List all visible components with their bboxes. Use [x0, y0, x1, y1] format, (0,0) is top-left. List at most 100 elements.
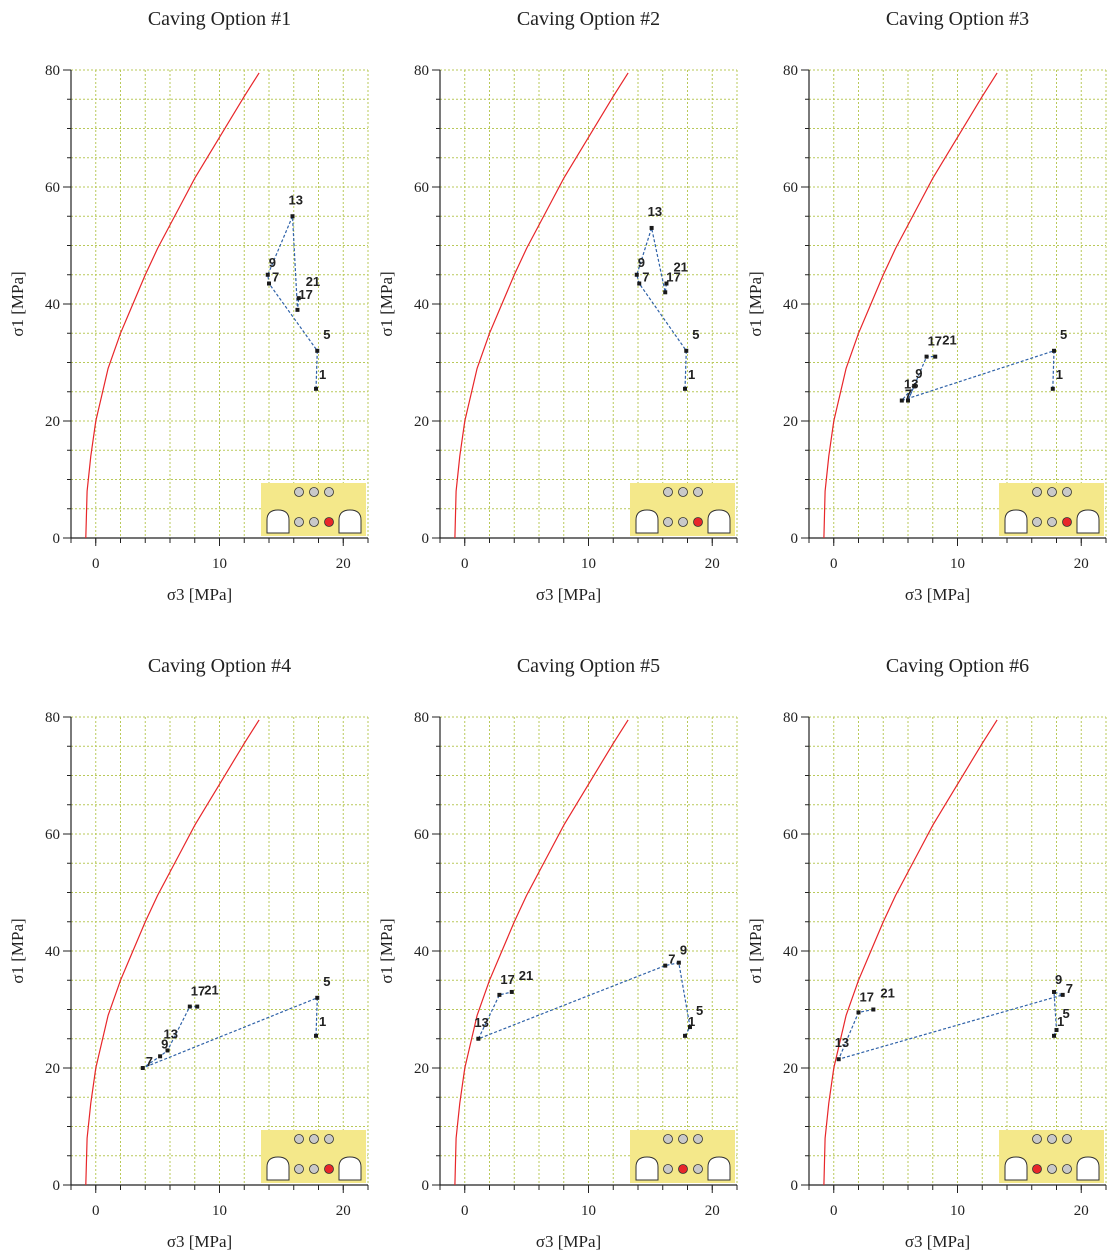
chart-panel-2: Caving Option #2 0 20 40 60 80 0 10 20 σ3 [MPa] σ1… — [377, 8, 738, 604]
x-tick-label: 20 — [705, 1203, 720, 1219]
inset-tunnel-left — [1004, 1156, 1028, 1181]
inset-highlight-circle — [693, 517, 703, 527]
data-label-13: 13 — [164, 1026, 178, 1041]
data-point-9 — [158, 1054, 163, 1059]
chart-title: Caving Option #6 — [886, 655, 1029, 677]
y-tick-label: 0 — [791, 1178, 799, 1194]
data-label-21: 21 — [880, 986, 894, 1001]
data-point-9 — [1052, 989, 1057, 994]
inset-top-circle — [693, 487, 703, 497]
y-axis-label: σ1 [MPa] — [377, 918, 396, 983]
data-label-1: 1 — [688, 367, 695, 382]
y-tick-label: 60 — [45, 180, 60, 196]
y-tick-label: 40 — [45, 944, 60, 960]
x-axis-label: σ3 [MPa] — [536, 585, 601, 604]
data-label-1: 1 — [319, 1014, 326, 1029]
x-tick-label: 20 — [705, 556, 720, 572]
grid — [808, 69, 1107, 539]
y-tick-label: 40 — [414, 297, 429, 313]
x-tick-label: 10 — [581, 1203, 596, 1219]
data-label-21: 21 — [942, 333, 956, 348]
data-point-13 — [476, 1036, 481, 1041]
inset-bottom-circle — [294, 517, 304, 527]
x-axis-label: σ3 [MPa] — [536, 1232, 601, 1251]
y-axis-label: σ1 [MPa] — [746, 271, 765, 336]
y-axis-label: σ1 [MPa] — [8, 271, 27, 336]
inset-diagram — [999, 1130, 1104, 1183]
data-point-9 — [676, 960, 681, 965]
data-point-1 — [1052, 1033, 1057, 1038]
data-label-5: 5 — [692, 327, 699, 342]
data-label-13: 13 — [289, 192, 303, 207]
data-point-13 — [165, 1048, 170, 1053]
data-label-5: 5 — [323, 327, 330, 342]
grid — [439, 716, 738, 1186]
x-tick-label: 20 — [336, 1203, 351, 1219]
inset-top-circle — [1062, 487, 1072, 497]
inset-bottom-circle — [1047, 517, 1057, 527]
data-label-1: 1 — [319, 367, 326, 382]
data-label-17: 17 — [191, 984, 205, 999]
y-tick-label: 60 — [783, 180, 798, 196]
data-label-13: 13 — [474, 1015, 488, 1030]
chart-title: Caving Option #2 — [517, 8, 660, 30]
inset-bottom-circle — [663, 517, 673, 527]
inset-top-circle — [294, 487, 304, 497]
inset-top-circle — [678, 1134, 688, 1144]
y-axis-label: σ1 [MPa] — [8, 918, 27, 983]
data-label-21: 21 — [204, 983, 218, 998]
y-axis-label: σ1 [MPa] — [746, 918, 765, 983]
data-point-7 — [267, 281, 271, 286]
inset-diagram — [630, 483, 735, 536]
inset-diagram — [261, 483, 366, 536]
inset-bottom-circle — [309, 1164, 319, 1174]
data-point-7 — [140, 1066, 145, 1070]
data-point-1 — [314, 1033, 319, 1038]
chart-panel-4: Caving Option #4 0 20 40 60 80 0 10 20 σ3 [MPa] σ1… — [8, 655, 369, 1251]
data-label-7: 7 — [642, 270, 649, 285]
data-label-9: 9 — [1055, 972, 1062, 987]
data-label-21: 21 — [306, 274, 320, 289]
x-tick-label: 0 — [92, 556, 100, 572]
grid — [808, 716, 1107, 1186]
x-tick-label: 10 — [212, 1203, 227, 1219]
y-tick-label: 0 — [53, 531, 61, 547]
chart-title: Caving Option #4 — [148, 655, 291, 677]
failure-envelope-line — [823, 719, 998, 1186]
data-label-7: 7 — [272, 270, 279, 285]
inset-bottom-circle — [678, 517, 688, 527]
inset-bottom-circle — [693, 1164, 703, 1174]
data-point-1 — [683, 1033, 688, 1038]
data-label-5: 5 — [696, 1003, 703, 1018]
data-point-7 — [663, 963, 668, 968]
data-label-7: 7 — [146, 1054, 153, 1069]
inset-tunnel-right — [707, 509, 731, 534]
data-label-17: 17 — [500, 972, 514, 987]
y-tick-label: 80 — [414, 63, 429, 79]
data-point-5 — [1054, 1027, 1059, 1032]
inset-top-circle — [324, 487, 334, 497]
chart-panel-3: Caving Option #3 0 20 40 60 80 0 10 20 σ3 [MPa] σ1… — [746, 8, 1107, 604]
failure-envelope-line — [454, 719, 629, 1186]
chart-panel-5: Caving Option #5 0 20 40 60 80 0 10 20 σ3 [MPa] σ1… — [377, 655, 738, 1251]
x-tick-label: 0 — [461, 556, 469, 572]
inset-highlight-circle — [324, 517, 334, 527]
data-point-7 — [899, 398, 904, 403]
inset-tunnel-left — [1004, 509, 1028, 534]
y-tick-label: 40 — [45, 297, 60, 313]
inset-highlight-circle — [324, 1164, 334, 1174]
data-point-1 — [683, 386, 688, 391]
data-label-13: 13 — [835, 1035, 849, 1050]
data-point-9 — [634, 272, 639, 277]
x-axis-label: σ3 [MPa] — [905, 585, 970, 604]
inset-top-circle — [1032, 1134, 1042, 1144]
y-tick-label: 40 — [414, 944, 429, 960]
data-point-1 — [1050, 386, 1055, 391]
data-point-5 — [684, 348, 689, 353]
data-label-9: 9 — [161, 1036, 168, 1051]
data-point-17 — [295, 307, 300, 312]
inset-diagram — [630, 1130, 735, 1183]
y-tick-label: 20 — [414, 414, 429, 430]
data-label-21: 21 — [673, 260, 687, 275]
chart-title: Caving Option #5 — [517, 655, 660, 677]
